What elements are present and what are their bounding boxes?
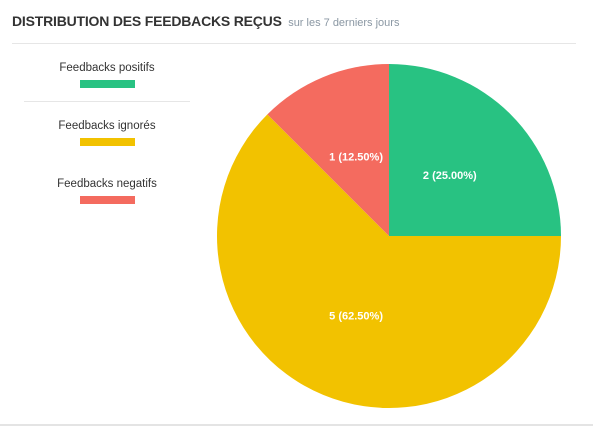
bottom-divider	[0, 424, 593, 426]
widget-subtitle: sur les 7 derniers jours	[288, 17, 400, 29]
legend-label: Feedbacks negatifs	[57, 178, 157, 190]
widget-title: DISTRIBUTION DES FEEDBACKS REÇUS	[12, 13, 282, 29]
legend-label: Feedbacks positifs	[59, 62, 155, 74]
pie-label-positive: 2 (25.00%)	[423, 170, 477, 182]
widget-header: DISTRIBUTION DES FEEDBACKS REÇUS sur les…	[12, 13, 576, 44]
pie-slice-ignored[interactable]	[217, 114, 561, 408]
legend-item-negative[interactable]: Feedbacks negatifs	[24, 172, 190, 230]
pie-slice-negative[interactable]	[267, 64, 389, 236]
pie-label-ignored: 5 (62.50%)	[329, 310, 383, 322]
chart-legend: Feedbacks positifs Feedbacks ignorés Fee…	[24, 56, 190, 230]
legend-item-positive[interactable]: Feedbacks positifs	[24, 56, 190, 114]
legend-swatch	[79, 80, 135, 88]
pie-slice-positive[interactable]	[389, 64, 561, 236]
legend-swatch	[79, 196, 135, 204]
legend-item-ignored[interactable]: Feedbacks ignorés	[24, 114, 190, 172]
legend-swatch	[79, 138, 135, 146]
legend-label: Feedbacks ignorés	[58, 120, 156, 132]
pie-label-negative: 1 (12.50%)	[329, 152, 383, 164]
